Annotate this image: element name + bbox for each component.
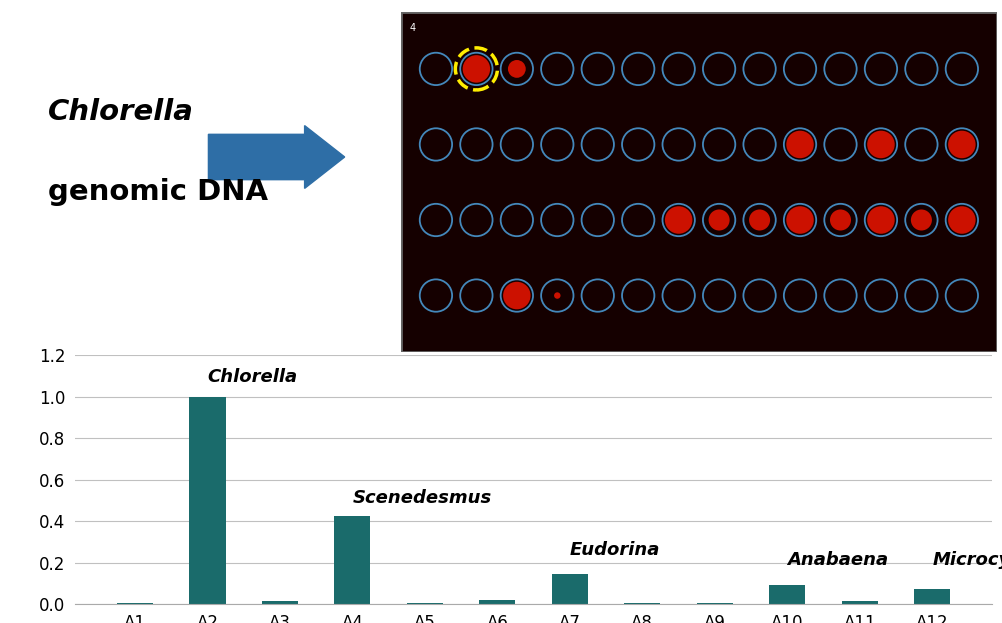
Text: Eudorina: Eudorina [570, 541, 660, 559]
Bar [407, 602, 443, 604]
Ellipse shape [911, 209, 932, 231]
Ellipse shape [463, 55, 490, 83]
Ellipse shape [787, 206, 814, 234]
Ellipse shape [867, 131, 895, 158]
Text: Anabaena: Anabaena [788, 551, 889, 569]
Bar [696, 603, 732, 604]
Ellipse shape [503, 282, 531, 309]
Text: 4: 4 [410, 22, 416, 32]
Ellipse shape [665, 206, 692, 234]
Bar [189, 397, 225, 604]
Ellipse shape [948, 131, 976, 158]
FancyArrow shape [208, 126, 345, 188]
Ellipse shape [867, 206, 895, 234]
Bar [552, 574, 588, 604]
Ellipse shape [787, 131, 814, 158]
Ellipse shape [554, 292, 560, 299]
Ellipse shape [749, 209, 771, 231]
Ellipse shape [830, 209, 851, 231]
Bar [914, 589, 950, 604]
Bar [842, 601, 878, 604]
Text: Chlorella: Chlorella [48, 98, 194, 126]
Bar [479, 600, 515, 604]
Ellipse shape [708, 209, 729, 231]
Text: Scenedesmus: Scenedesmus [353, 488, 492, 506]
Ellipse shape [948, 206, 976, 234]
Bar [335, 516, 371, 604]
Bar [624, 603, 660, 604]
Text: genomic DNA: genomic DNA [48, 178, 269, 206]
Bar [770, 584, 806, 604]
Bar [262, 601, 298, 604]
Text: Chlorella: Chlorella [207, 368, 298, 386]
Bar [117, 602, 153, 604]
Ellipse shape [508, 60, 526, 78]
Text: Microcystis: Microcystis [932, 551, 1002, 569]
FancyBboxPatch shape [401, 12, 997, 352]
